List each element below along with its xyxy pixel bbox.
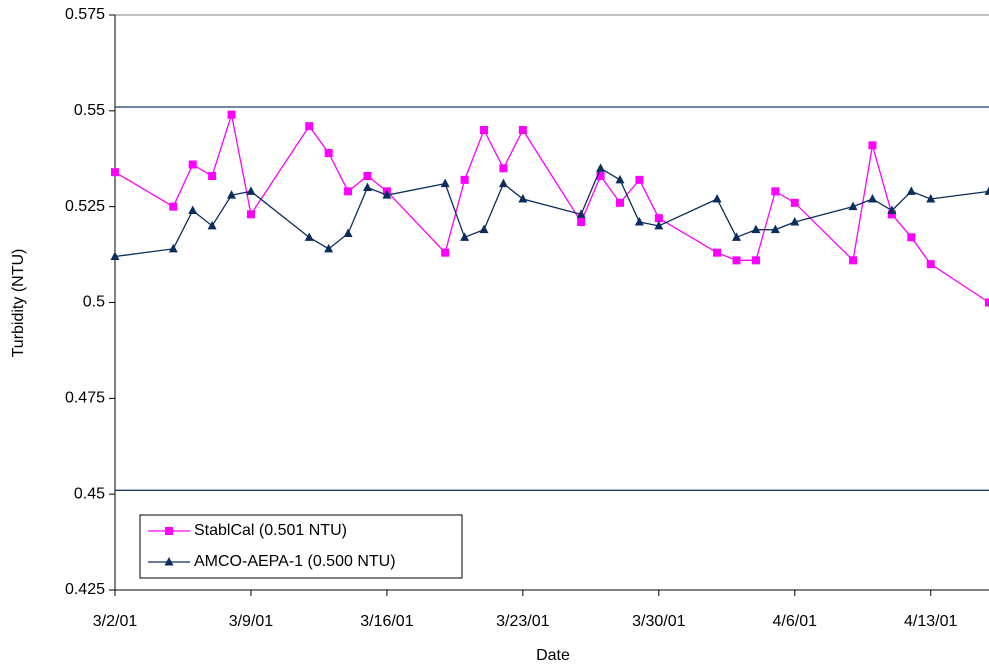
marker: [111, 168, 119, 177]
marker: [169, 202, 178, 211]
marker: [227, 110, 236, 119]
marker: [305, 122, 314, 131]
series-line: [114, 167, 989, 258]
marker: [751, 224, 761, 234]
marker: [770, 224, 780, 234]
y-tick-label: 0.475: [65, 390, 105, 407]
legend-label: StablCal (0.501 NTU): [194, 522, 347, 539]
marker: [518, 194, 528, 203]
marker: [867, 194, 877, 203]
x-axis-label: Date: [536, 647, 570, 664]
x-tick-label: 4/13/01: [904, 613, 957, 630]
marker: [110, 251, 120, 260]
marker: [188, 160, 197, 169]
marker: [887, 205, 897, 214]
marker: [732, 232, 742, 241]
series-line: [114, 114, 989, 304]
marker: [480, 126, 489, 134]
marker: [246, 186, 256, 195]
marker: [344, 187, 353, 196]
marker: [207, 220, 217, 230]
marker: [790, 198, 799, 207]
marker: [926, 194, 936, 203]
y-tick-label: 0.425: [65, 581, 105, 598]
x-tick-label: 3/2/01: [93, 613, 138, 630]
marker: [246, 210, 255, 219]
legend-marker: [165, 527, 173, 535]
marker: [168, 243, 178, 253]
marker: [576, 209, 586, 218]
marker: [634, 217, 644, 226]
marker: [615, 198, 624, 207]
legend-box: [139, 514, 463, 579]
marker: [926, 260, 935, 269]
marker: [304, 232, 314, 241]
x-tick-label: 3/9/01: [229, 613, 274, 630]
marker: [985, 298, 989, 307]
marker: [343, 228, 353, 237]
y-tick-label: 0.5: [83, 294, 105, 311]
x-tick-label: 4/6/01: [773, 613, 818, 630]
marker: [596, 172, 605, 180]
marker: [479, 224, 489, 234]
marker: [227, 190, 237, 199]
x-tick-label: 3/16/01: [360, 613, 413, 630]
marker: [362, 182, 372, 191]
series: [111, 110, 989, 307]
marker: [208, 172, 217, 180]
marker: [498, 178, 508, 188]
marker: [848, 201, 858, 211]
marker: [984, 186, 989, 195]
marker: [324, 243, 334, 253]
series: [110, 163, 989, 260]
marker: [713, 248, 722, 257]
y-tick-label: 0.525: [65, 198, 105, 215]
marker: [635, 175, 644, 184]
legend-marker: [164, 557, 174, 566]
legend-label: AMCO-AEPA-1 (0.500 NTU): [194, 553, 396, 570]
marker: [188, 205, 198, 214]
marker: [615, 174, 625, 184]
marker: [849, 256, 858, 265]
marker: [577, 218, 586, 226]
y-axis-label: Turbidity (NTU): [10, 249, 27, 358]
marker: [868, 141, 877, 150]
y-tick-label: 0.575: [65, 6, 105, 23]
marker: [712, 194, 722, 203]
x-tick-label: 3/30/01: [632, 613, 685, 630]
marker: [441, 248, 450, 257]
marker: [499, 164, 508, 173]
marker: [790, 217, 800, 226]
marker: [751, 256, 760, 265]
marker: [363, 172, 372, 180]
marker: [907, 233, 916, 242]
marker: [460, 175, 469, 184]
x-tick-label: 3/23/01: [496, 613, 549, 630]
marker: [382, 190, 392, 199]
marker: [654, 220, 664, 230]
marker: [771, 187, 780, 196]
marker: [440, 178, 450, 188]
marker: [732, 256, 741, 265]
marker: [887, 210, 896, 219]
marker: [596, 163, 606, 172]
marker: [906, 186, 916, 195]
marker: [460, 232, 470, 241]
marker: [324, 149, 333, 157]
marker: [518, 126, 527, 134]
marker: [654, 214, 663, 223]
y-tick-label: 0.55: [74, 102, 105, 119]
y-tick-label: 0.45: [74, 485, 105, 502]
legend: StablCal (0.501 NTU) AMCO-AEPA-1 (0.500 N…: [139, 514, 463, 579]
